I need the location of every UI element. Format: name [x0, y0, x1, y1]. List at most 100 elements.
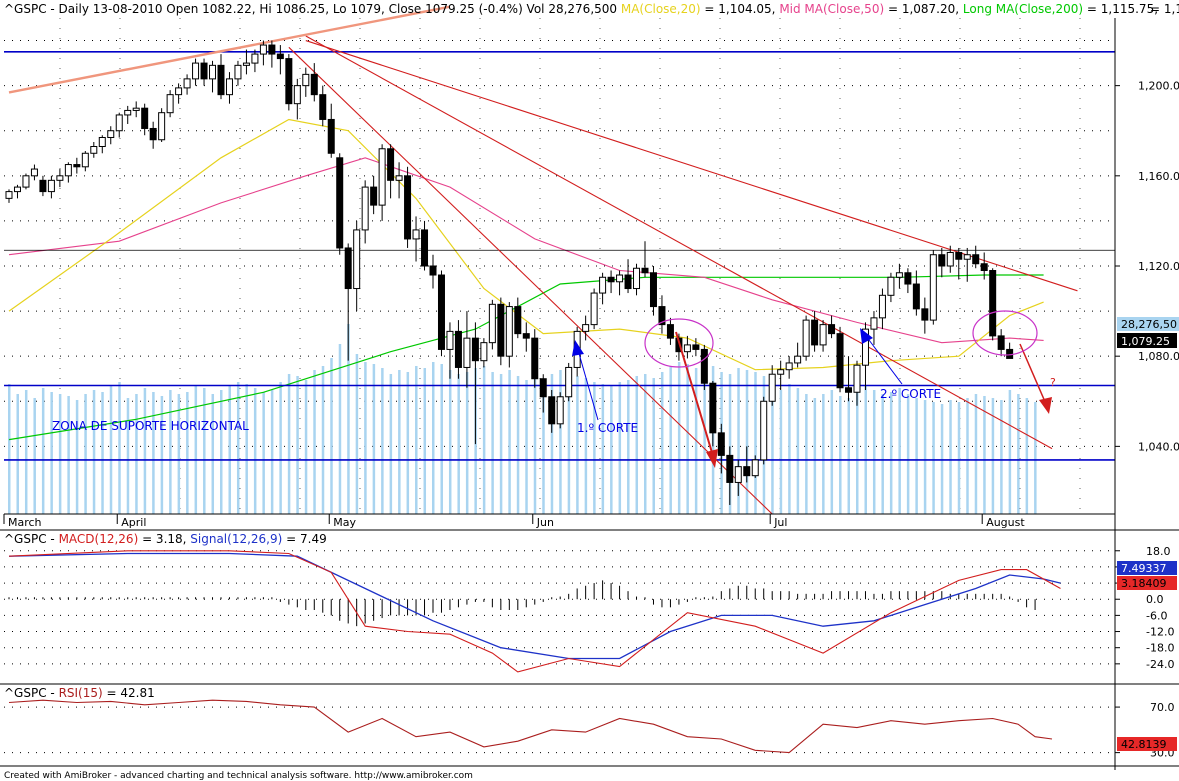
- volume-bar: [499, 374, 503, 514]
- volume-bar: [1025, 398, 1029, 514]
- candle-down: [717, 432, 725, 456]
- volume-bar: [771, 386, 774, 514]
- macd-line: [8, 550, 1061, 673]
- candle-up: [302, 73, 310, 87]
- volume-bar: [601, 384, 605, 514]
- candle-up: [124, 109, 132, 116]
- price-axis: 1,040.0 1,080.0 1,120.0 1,160.0 1,200.0: [1115, 80, 1179, 453]
- candle-down: [743, 466, 751, 477]
- volume-bar: [652, 378, 655, 514]
- volume-bar: [728, 374, 732, 514]
- signal-header-label: Signal(12,26,9): [190, 532, 282, 546]
- ma200-line: [8, 274, 1044, 441]
- candle-down: [539, 378, 547, 398]
- volume-bar: [338, 344, 342, 514]
- volume-bar: [220, 390, 223, 514]
- volume-bar: [41, 388, 45, 514]
- candle-down: [624, 274, 632, 290]
- candle-down: [514, 306, 522, 335]
- volume-bar: [321, 366, 325, 514]
- red-arrow-2: [1019, 343, 1047, 405]
- month-label: Jul: [773, 516, 787, 529]
- volume-bar: [228, 386, 231, 514]
- ma20-line: [8, 118, 1044, 371]
- volume-bar: [745, 370, 749, 514]
- price-tick-label: 1,080.0: [1138, 350, 1179, 363]
- volume-bar: [245, 384, 248, 514]
- candle-up: [633, 267, 641, 290]
- volume-bar: [1017, 394, 1020, 514]
- volume-bar: [966, 398, 969, 514]
- corte2-label: 2.º CORTE: [880, 387, 941, 401]
- candle-down: [700, 348, 708, 384]
- candle-up: [209, 64, 217, 80]
- volume-bar: [915, 398, 918, 514]
- candle-down: [73, 164, 81, 168]
- volume-bar: [50, 392, 53, 514]
- candle-down: [285, 58, 293, 105]
- signal-badge: 7.49337: [1121, 562, 1167, 575]
- candle-up: [683, 344, 691, 353]
- header-ma20-label: MA(Close,20): [621, 2, 701, 16]
- candle-up: [115, 114, 123, 132]
- volume-bar: [355, 354, 359, 514]
- volume-bar: [737, 368, 740, 514]
- corte1-arrow: [577, 349, 599, 421]
- trendlines: [8, 5, 1078, 515]
- candle-down: [607, 276, 615, 283]
- volume-bar: [287, 374, 291, 514]
- candle-up: [819, 324, 827, 346]
- candle-up: [734, 466, 742, 483]
- macd-tick-label: -24.0: [1146, 658, 1174, 671]
- volume-bar: [270, 390, 274, 514]
- candle-down: [141, 107, 149, 129]
- candle-up: [47, 179, 55, 193]
- volume-bar: [839, 396, 842, 514]
- volume-bar: [813, 398, 817, 514]
- candle-down: [726, 454, 734, 483]
- candle-down: [904, 272, 912, 285]
- candle-up: [768, 373, 776, 402]
- candle-down: [666, 324, 674, 339]
- candle-down: [149, 127, 157, 141]
- candle-up: [599, 276, 607, 294]
- price-tick-label: 1,200.0: [1138, 80, 1179, 93]
- month-label: April: [121, 516, 146, 529]
- candle-up: [158, 112, 166, 141]
- candle-down: [387, 148, 395, 181]
- candle-down: [912, 283, 920, 310]
- candle-down: [836, 333, 844, 389]
- candle-down: [276, 53, 284, 60]
- volume-bar: [940, 404, 944, 514]
- volume-bar: [856, 384, 859, 514]
- volume-bar: [423, 368, 427, 514]
- candle-down: [955, 251, 963, 260]
- volume-bar: [177, 394, 181, 514]
- red-arrow-1: [675, 331, 714, 457]
- header-ma200-value: = 1,115.75,: [1083, 2, 1158, 16]
- macd-badge-bg: [1117, 576, 1177, 590]
- circle-june: [644, 318, 714, 368]
- macd-tick-label: -6.0: [1146, 609, 1167, 622]
- volume-bar: [84, 394, 87, 514]
- candle-down: [327, 118, 335, 154]
- volume-bar: [881, 394, 884, 514]
- candle-down: [336, 157, 344, 249]
- volume-bar: [677, 362, 681, 514]
- volume-bar: [1008, 390, 1012, 514]
- volume-bar: [33, 398, 36, 514]
- volume-bar: [194, 386, 198, 514]
- rsi-header-label: RSI(15): [59, 686, 103, 700]
- candle-down: [310, 73, 318, 96]
- month-label: August: [986, 516, 1025, 529]
- volume-bar: [983, 396, 986, 514]
- volume-bar: [135, 394, 138, 514]
- volume-bar: [669, 366, 672, 514]
- candle-up: [132, 107, 140, 111]
- volume-bar: [542, 382, 545, 514]
- candle-down: [370, 186, 378, 206]
- month-label: May: [333, 516, 356, 529]
- candle-down: [658, 306, 666, 326]
- candle-up: [13, 186, 21, 193]
- volume-bar: [796, 388, 800, 514]
